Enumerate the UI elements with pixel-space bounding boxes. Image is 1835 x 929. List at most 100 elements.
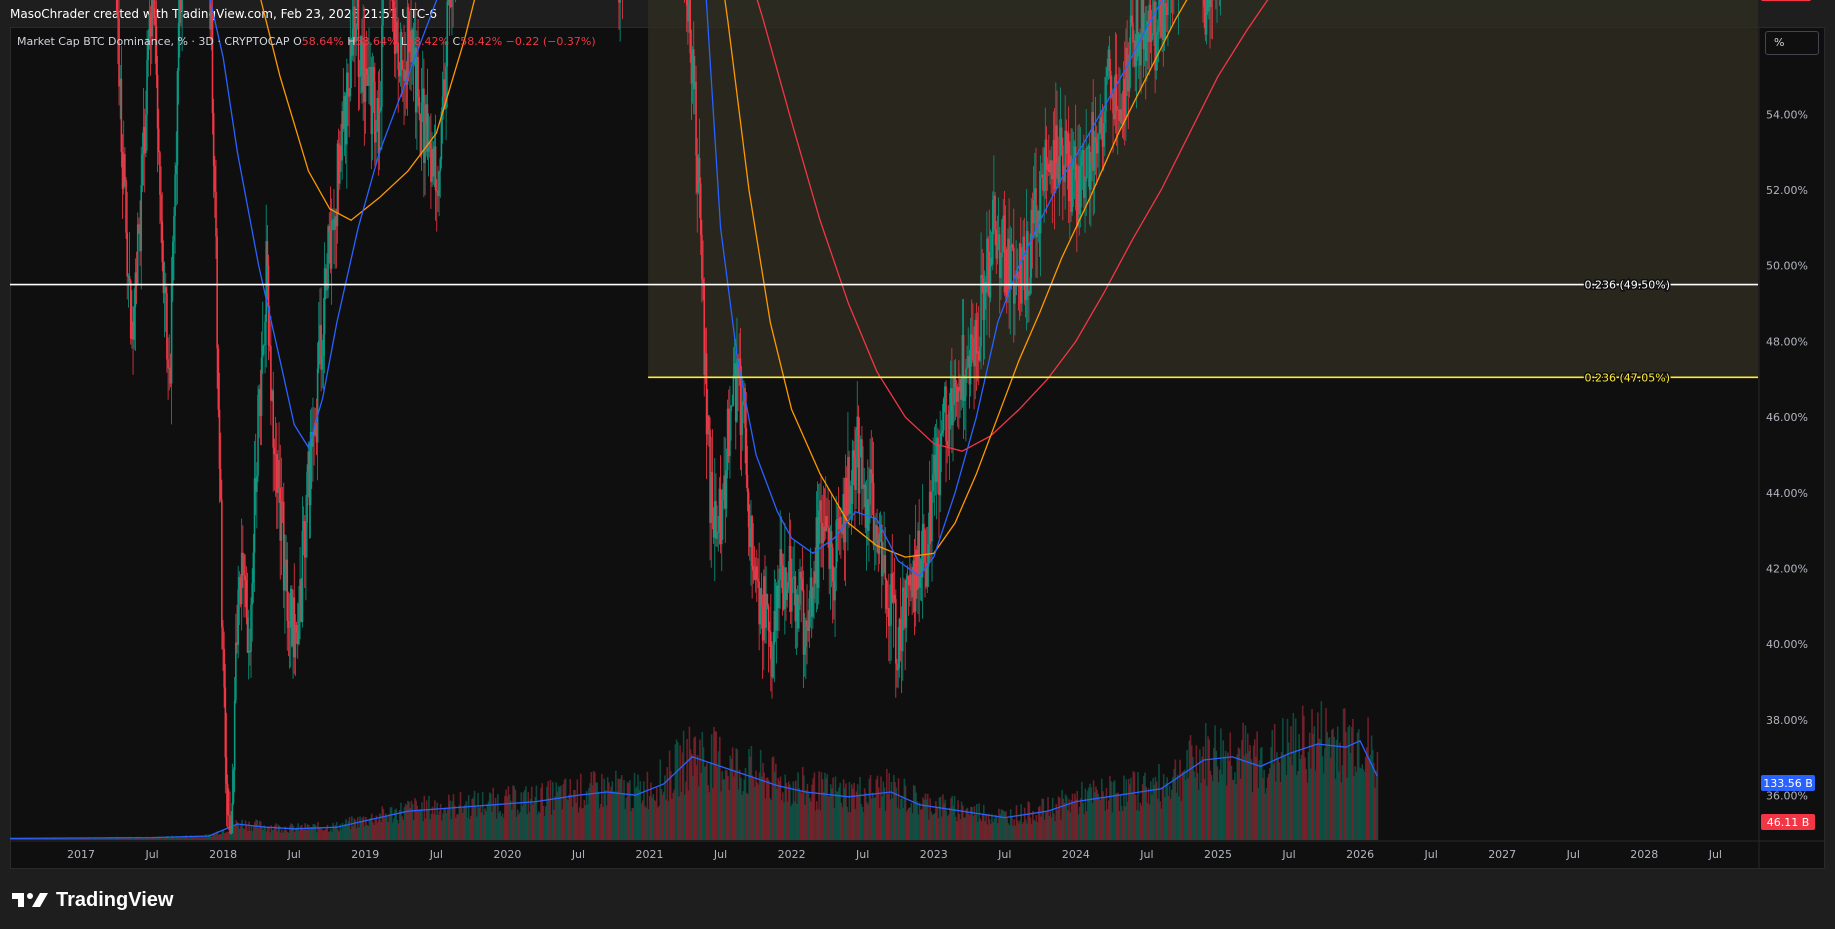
volume-bar	[1238, 748, 1241, 840]
volume-bar	[198, 836, 200, 840]
volume-bar	[280, 829, 283, 840]
volume-bar	[181, 835, 184, 840]
volume-bar	[893, 774, 895, 840]
volume-bar	[624, 808, 626, 840]
volume-bar	[1187, 778, 1190, 840]
volume-bar	[884, 810, 887, 840]
candle-body	[875, 525, 877, 544]
candle-body	[845, 477, 848, 516]
volume-bar	[219, 834, 221, 840]
candle-body	[734, 363, 737, 422]
candle-body	[229, 815, 231, 834]
candle-body	[256, 475, 258, 492]
volume-bar	[104, 838, 107, 840]
volume-bar	[769, 798, 771, 840]
candle-body	[716, 532, 718, 539]
volume-bar	[836, 791, 839, 840]
volume-bar	[639, 781, 642, 840]
volume-bar	[863, 788, 866, 840]
volume-bar	[379, 813, 381, 840]
volume-bar	[851, 784, 853, 840]
volume-bar	[449, 800, 451, 840]
volume-bar	[1009, 809, 1012, 840]
volume-bar	[954, 816, 957, 840]
volume-bar	[883, 787, 886, 840]
volume-bar	[373, 825, 375, 840]
candle-body	[246, 617, 249, 653]
candle-body	[1125, 47, 1127, 120]
volume-bar	[1318, 738, 1320, 840]
candle-body	[816, 517, 819, 588]
volume-bar	[981, 813, 984, 840]
volume-bar	[110, 837, 113, 840]
volume-bar	[55, 837, 58, 840]
volume-bar	[598, 808, 601, 840]
candle-body	[357, 0, 360, 77]
volume-bar	[740, 777, 742, 840]
candle-body	[167, 359, 169, 369]
candle-body	[349, 38, 352, 97]
candle-body	[273, 447, 276, 455]
volume-bar	[221, 830, 224, 840]
volume-bar	[596, 782, 598, 840]
volume-bar	[414, 798, 416, 840]
candle-body	[866, 499, 869, 531]
candle-body	[337, 143, 340, 184]
volume-bar	[683, 794, 686, 840]
candle-body	[871, 473, 874, 483]
volume-bar	[157, 836, 159, 840]
volume-bar	[658, 805, 660, 840]
volume-bar	[310, 826, 312, 840]
candle-body	[1151, 33, 1154, 36]
volume-bar	[429, 819, 431, 840]
candle-body	[316, 368, 319, 443]
volume-bar	[900, 798, 902, 840]
volume-bar	[80, 837, 82, 840]
volume-bar	[271, 829, 274, 840]
volume-bar	[131, 838, 134, 840]
volume-bar	[125, 837, 128, 840]
volume-bar	[203, 836, 206, 840]
zone-lower-shade	[648, 0, 1758, 378]
candle-body	[361, 36, 363, 93]
volume-bar	[721, 771, 723, 840]
volume-bar	[264, 828, 267, 840]
volume-bar	[1216, 766, 1219, 840]
volume-bar	[192, 836, 194, 840]
volume-bar	[381, 806, 384, 840]
candle-body	[342, 111, 345, 129]
tradingview-brand[interactable]: TradingView	[10, 889, 173, 911]
volume-bar	[316, 832, 318, 840]
candle-body	[424, 124, 426, 164]
candle-body	[941, 430, 944, 434]
volume-bar	[704, 766, 707, 840]
volume-bar	[1018, 823, 1020, 840]
candle-body	[851, 450, 854, 504]
volume-bar	[970, 806, 972, 840]
candle-body	[927, 544, 930, 567]
volume-bar	[418, 809, 421, 840]
volume-bar	[279, 832, 282, 840]
volume-bar	[360, 821, 363, 840]
candle-body	[942, 399, 945, 431]
volume-bar	[237, 823, 240, 840]
candle-body	[997, 234, 1000, 245]
volume-bar	[166, 835, 169, 840]
volume-bar	[362, 816, 365, 840]
volume-bar	[804, 804, 806, 840]
volume-bar	[821, 779, 824, 840]
volume-bar	[659, 759, 662, 840]
candle-body	[803, 646, 806, 655]
volume-bar	[882, 781, 885, 840]
percent-scale-button[interactable]: %	[1765, 31, 1819, 55]
volume-bar	[346, 825, 349, 840]
volume-bar	[587, 804, 589, 840]
volume-bar	[782, 792, 784, 840]
volume-bar	[290, 823, 292, 840]
volume-bar	[479, 805, 482, 840]
candle-body	[694, 81, 696, 90]
volume-bar	[27, 837, 30, 840]
volume-bar	[664, 775, 666, 840]
volume-bar	[714, 731, 716, 840]
